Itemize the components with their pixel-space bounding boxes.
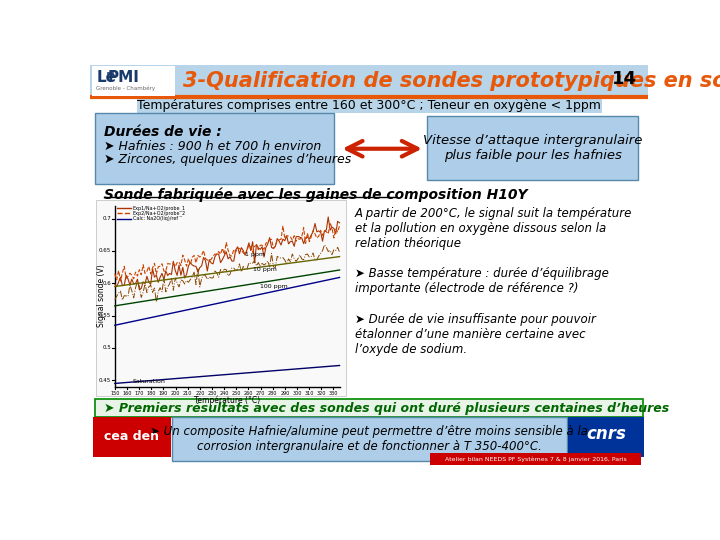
Text: 220: 220 bbox=[195, 392, 204, 396]
Text: 170: 170 bbox=[135, 392, 144, 396]
Text: 180: 180 bbox=[147, 392, 156, 396]
Text: Sonde fabriquée avec les gaines de composition H10Y: Sonde fabriquée avec les gaines de compo… bbox=[104, 188, 528, 202]
FancyBboxPatch shape bbox=[90, 65, 648, 97]
Text: 230: 230 bbox=[207, 392, 217, 396]
Text: Températures comprises entre 160 et 300°C ; Teneur en oxygène < 1ppm: Températures comprises entre 160 et 300°… bbox=[137, 99, 601, 112]
FancyBboxPatch shape bbox=[96, 200, 346, 396]
FancyBboxPatch shape bbox=[94, 113, 334, 184]
Text: ➤ Basse température : durée d’équilibrage
importante (électrode de référence ?): ➤ Basse température : durée d’équilibrag… bbox=[355, 267, 609, 294]
Text: 150: 150 bbox=[110, 392, 120, 396]
FancyBboxPatch shape bbox=[568, 417, 644, 457]
Text: 1 ppm: 1 ppm bbox=[245, 252, 265, 256]
Text: Exp1/Na+O2/probe_1: Exp1/Na+O2/probe_1 bbox=[132, 205, 186, 211]
Text: PMI: PMI bbox=[108, 70, 140, 85]
Text: 270: 270 bbox=[256, 392, 265, 396]
Text: Calc: Na2O(liq)/ref: Calc: Na2O(liq)/ref bbox=[132, 217, 178, 221]
Text: Signal sonde (V): Signal sonde (V) bbox=[97, 265, 106, 327]
Text: 280: 280 bbox=[268, 392, 277, 396]
Text: 200: 200 bbox=[171, 392, 180, 396]
FancyBboxPatch shape bbox=[172, 417, 567, 461]
FancyBboxPatch shape bbox=[91, 66, 175, 96]
Text: 14: 14 bbox=[612, 70, 637, 87]
Text: 320: 320 bbox=[317, 392, 326, 396]
Text: A partir de 200°C, le signal suit la température
et la pollution en oxygène diss: A partir de 200°C, le signal suit la tem… bbox=[355, 207, 632, 250]
Text: Atelier bilan NEEDS PF Systèmes 7 & 8 janvier 2016, Paris: Atelier bilan NEEDS PF Systèmes 7 & 8 ja… bbox=[445, 456, 626, 462]
Text: Saturation: Saturation bbox=[132, 379, 166, 384]
Text: 210: 210 bbox=[183, 392, 192, 396]
Text: ➤ Un composite Hafnie/alumine peut permettre d’être moins sensible à la
corrosio: ➤ Un composite Hafnie/alumine peut perme… bbox=[150, 425, 588, 453]
Text: ➤ Durée de vie insuffisante pour pouvoir
étalonner d’une manière certaine avec
l: ➤ Durée de vie insuffisante pour pouvoir… bbox=[355, 313, 596, 356]
Text: 330: 330 bbox=[329, 392, 338, 396]
Text: 100 ppm: 100 ppm bbox=[261, 284, 288, 289]
Text: 0.7: 0.7 bbox=[102, 216, 111, 221]
Text: 190: 190 bbox=[159, 392, 168, 396]
Text: ➤ Zircones, quelques dizaines d’heures: ➤ Zircones, quelques dizaines d’heures bbox=[104, 153, 351, 166]
Text: ➤ Premiers résultats avec des sondes qui ont duré plusieurs centaines d’heures: ➤ Premiers résultats avec des sondes qui… bbox=[104, 402, 669, 415]
Text: Vitesse d’attaque intergranulaire
plus faible pour les hafnies: Vitesse d’attaque intergranulaire plus f… bbox=[423, 134, 642, 162]
Text: Exp2/Na+O2/probe_2: Exp2/Na+O2/probe_2 bbox=[132, 211, 186, 216]
Text: 3-Qualification de sondes prototypiques en sodium: 3-Qualification de sondes prototypiques … bbox=[183, 71, 720, 91]
Text: 0.65: 0.65 bbox=[99, 248, 111, 253]
FancyBboxPatch shape bbox=[137, 99, 601, 112]
FancyBboxPatch shape bbox=[93, 417, 171, 457]
Text: Le: Le bbox=[96, 70, 116, 85]
Text: 160: 160 bbox=[122, 392, 132, 396]
Text: 0.55: 0.55 bbox=[99, 313, 111, 318]
Text: cea den: cea den bbox=[104, 430, 159, 443]
Text: 290: 290 bbox=[280, 392, 289, 396]
Text: Durées de vie :: Durées de vie : bbox=[104, 125, 222, 139]
Text: 310: 310 bbox=[305, 392, 314, 396]
FancyBboxPatch shape bbox=[427, 116, 638, 180]
Text: 10 ppm: 10 ppm bbox=[253, 267, 276, 272]
Text: 300: 300 bbox=[292, 392, 302, 396]
Text: 260: 260 bbox=[244, 392, 253, 396]
FancyBboxPatch shape bbox=[96, 399, 642, 417]
Text: ➤ Hafnies : 900 h et 700 h environ: ➤ Hafnies : 900 h et 700 h environ bbox=[104, 139, 321, 152]
Text: 0.6: 0.6 bbox=[102, 281, 111, 286]
Text: Température (°C): Température (°C) bbox=[194, 396, 260, 406]
Text: 0.5: 0.5 bbox=[102, 346, 111, 350]
Text: cnrs: cnrs bbox=[586, 426, 626, 443]
Text: 240: 240 bbox=[220, 392, 229, 396]
Text: 250: 250 bbox=[232, 392, 241, 396]
Text: Grenoble - Chambéry: Grenoble - Chambéry bbox=[96, 85, 156, 91]
Text: 0.45: 0.45 bbox=[99, 377, 111, 383]
FancyBboxPatch shape bbox=[431, 453, 641, 465]
